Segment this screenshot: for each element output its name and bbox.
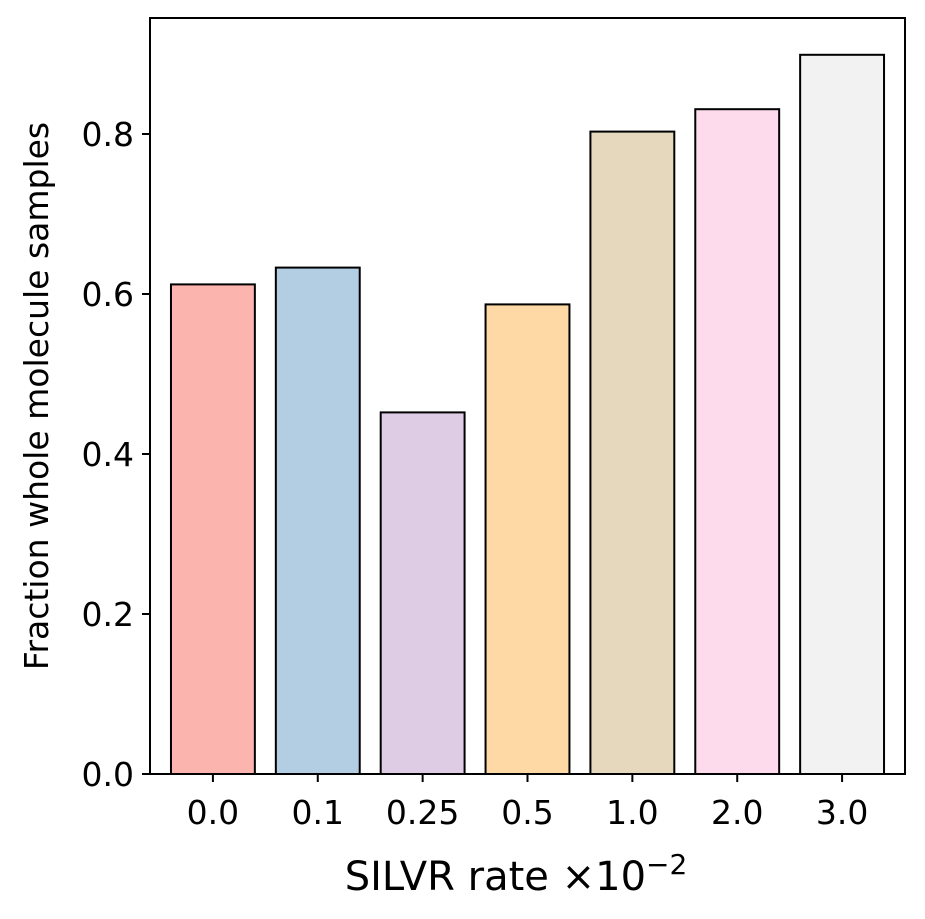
x-tick-label: 1.0 <box>606 793 658 832</box>
y-tick-label: 0.0 <box>82 755 134 794</box>
x-tick-label: 3.0 <box>816 793 868 832</box>
x-tick-label: 0.0 <box>187 793 239 832</box>
x-tick-label: 0.25 <box>386 793 459 832</box>
y-tick-label: 0.4 <box>82 435 134 474</box>
x-tick-label: 0.5 <box>501 793 553 832</box>
y-axis-title: Fraction whole molecule samples <box>17 122 56 670</box>
bar-1.0 <box>589 130 676 776</box>
y-tick-label: 0.6 <box>82 275 134 314</box>
bar-0.0 <box>169 283 256 775</box>
bar-0.25 <box>379 411 466 775</box>
bar-2.0 <box>694 108 781 775</box>
plot-frame <box>149 17 906 775</box>
bars-group <box>169 53 886 776</box>
bar-0.5 <box>484 303 571 775</box>
y-tick-label: 0.8 <box>82 115 134 154</box>
x-axis-title-exponent: −2 <box>646 848 687 881</box>
y-tick-label: 0.2 <box>82 595 134 634</box>
bar-0.1 <box>274 266 361 775</box>
y-axis-ticks: 0.0 0.2 0.4 0.6 0.8 <box>82 115 150 794</box>
bar-3.0 <box>799 53 886 776</box>
x-axis-title: SILVR rate ×10−2 <box>345 848 688 900</box>
x-axis-ticks: 0.0 0.1 0.25 0.5 1.0 2.0 3.0 <box>187 774 868 832</box>
x-tick-label: 2.0 <box>711 793 763 832</box>
x-tick-label: 0.1 <box>292 793 344 832</box>
